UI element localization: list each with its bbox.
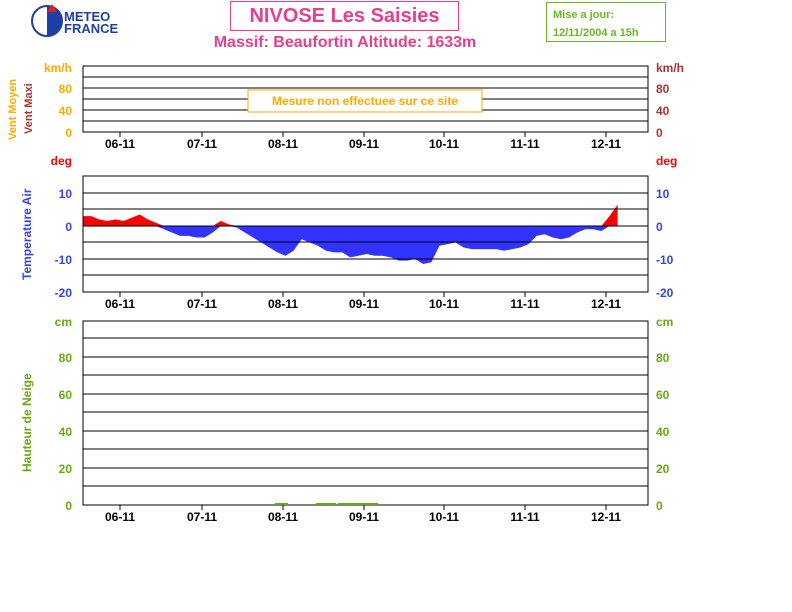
wind-annotation-box [247,89,483,113]
temp-ytick-right: -20 [656,286,674,300]
temp-xtick-label: 11-11 [510,297,540,311]
wind-panel: 06-11 07-11 08-11 09-11 10-11 11-11 12-11 80 80 4… [7,61,684,151]
snow-ytick-right: 20 [656,462,670,476]
update-label: Mise a jour: [553,9,615,21]
snow-panel: 06-11 07-11 08-11 09-11 10-11 11-11 12-11 80 80 6… [20,315,673,524]
wind-ytick-left: 80 [59,82,73,96]
snow-ytick-left: 60 [59,388,73,402]
logo-brand-line1: METEO [64,9,111,24]
temp-frame [82,175,649,293]
temp-ytick-left: -10 [55,253,73,267]
meteo-france-logo: METEO FRANCE [30,4,135,44]
wind-ytick-left: 40 [59,104,73,118]
wind-xtick-label: 09-11 [349,137,379,151]
temp-xtick-label: 10-11 [429,297,459,311]
snow-ytick-left: 80 [59,351,73,365]
wind-xtick-label: 10-11 [429,137,459,151]
snow-ytick-right: 80 [656,351,670,365]
update-box: Mise a jour: 12/11/2004 a 15h [546,2,666,42]
wind-annotation: Mesure non effectuee sur ce site [272,94,458,108]
wind-ytick-right: 80 [656,82,670,96]
temp-unit-right: deg [656,154,677,168]
snow-xtick-label: 08-11 [268,510,298,524]
wind-ylabel-mean: Vent Moyen [7,79,19,140]
temp-xtick-label: 09-11 [349,297,379,311]
wind-unit-right: km/h [656,61,684,75]
snow-ytick-right: 60 [656,388,670,402]
snow-xtick-label: 07-11 [187,510,217,524]
temp-ytick-right: -10 [656,253,674,267]
temp-ytick-left: -20 [55,286,73,300]
temp-ytick-left: 10 [59,187,73,201]
wind-ytick-right: 0 [656,126,663,140]
temp-xtick-label: 07-11 [187,297,217,311]
temp-area-negative [83,226,618,264]
snow-depth-mark [316,503,336,505]
logo-disc-icon [31,4,63,37]
snow-frame [82,320,649,506]
temp-xtick-label: 12-11 [591,297,621,311]
wind-xtick-label: 06-11 [105,137,135,151]
wind-xtick-label: 11-11 [510,137,540,151]
station-title: NIVOSE Les Saisies [230,1,459,31]
wind-unit-left: km/h [44,61,72,75]
snow-ytick-right: 40 [656,425,670,439]
wind-ytick-left: 0 [65,126,72,140]
station-subtitle: Massif: Beaufortin Altitude: 1633m [213,34,477,51]
snow-xtick-label: 06-11 [105,510,135,524]
snow-xtick-label: 11-11 [510,510,540,524]
snow-depth-mark [338,503,378,505]
temp-ylabel: Temperature Air [20,188,34,280]
temp-xtick-label: 08-11 [268,297,298,311]
snow-unit-left: cm [55,315,72,329]
snow-ylabel: Hauteur de Neige [20,373,34,472]
snow-depth-mark [275,503,288,505]
wind-ytick-right: 40 [656,104,670,118]
update-value: 12/11/2004 a 15h [553,27,639,39]
snow-unit-right: cm [656,315,673,329]
temp-xtick-label: 06-11 [105,297,135,311]
snow-ytick-left: 40 [59,425,73,439]
snow-xtick-label: 09-11 [349,510,379,524]
temp-area-positive [83,204,618,226]
temp-unit-left: deg [51,154,72,168]
temperature-panel: 06-11 07-11 08-11 09-11 10-11 11-11 12-11 10 10 0… [20,154,677,311]
snow-xtick-label: 10-11 [429,510,459,524]
temp-ytick-right: 0 [656,220,663,234]
wind-xtick-label: 12-11 [591,137,621,151]
snow-xtick-label: 12-11 [591,510,621,524]
wind-xtick-label: 08-11 [268,137,298,151]
snow-ytick-left: 20 [59,462,73,476]
snow-ytick-right: 0 [656,499,663,513]
temp-ytick-right: 10 [656,187,670,201]
wind-xtick-label: 07-11 [187,137,217,151]
wind-ylabel-max: Vent Maxi [23,83,35,134]
snow-ytick-left: 0 [65,499,72,513]
temp-ytick-left: 0 [65,220,72,234]
logo-brand-line2: FRANCE [64,21,119,36]
